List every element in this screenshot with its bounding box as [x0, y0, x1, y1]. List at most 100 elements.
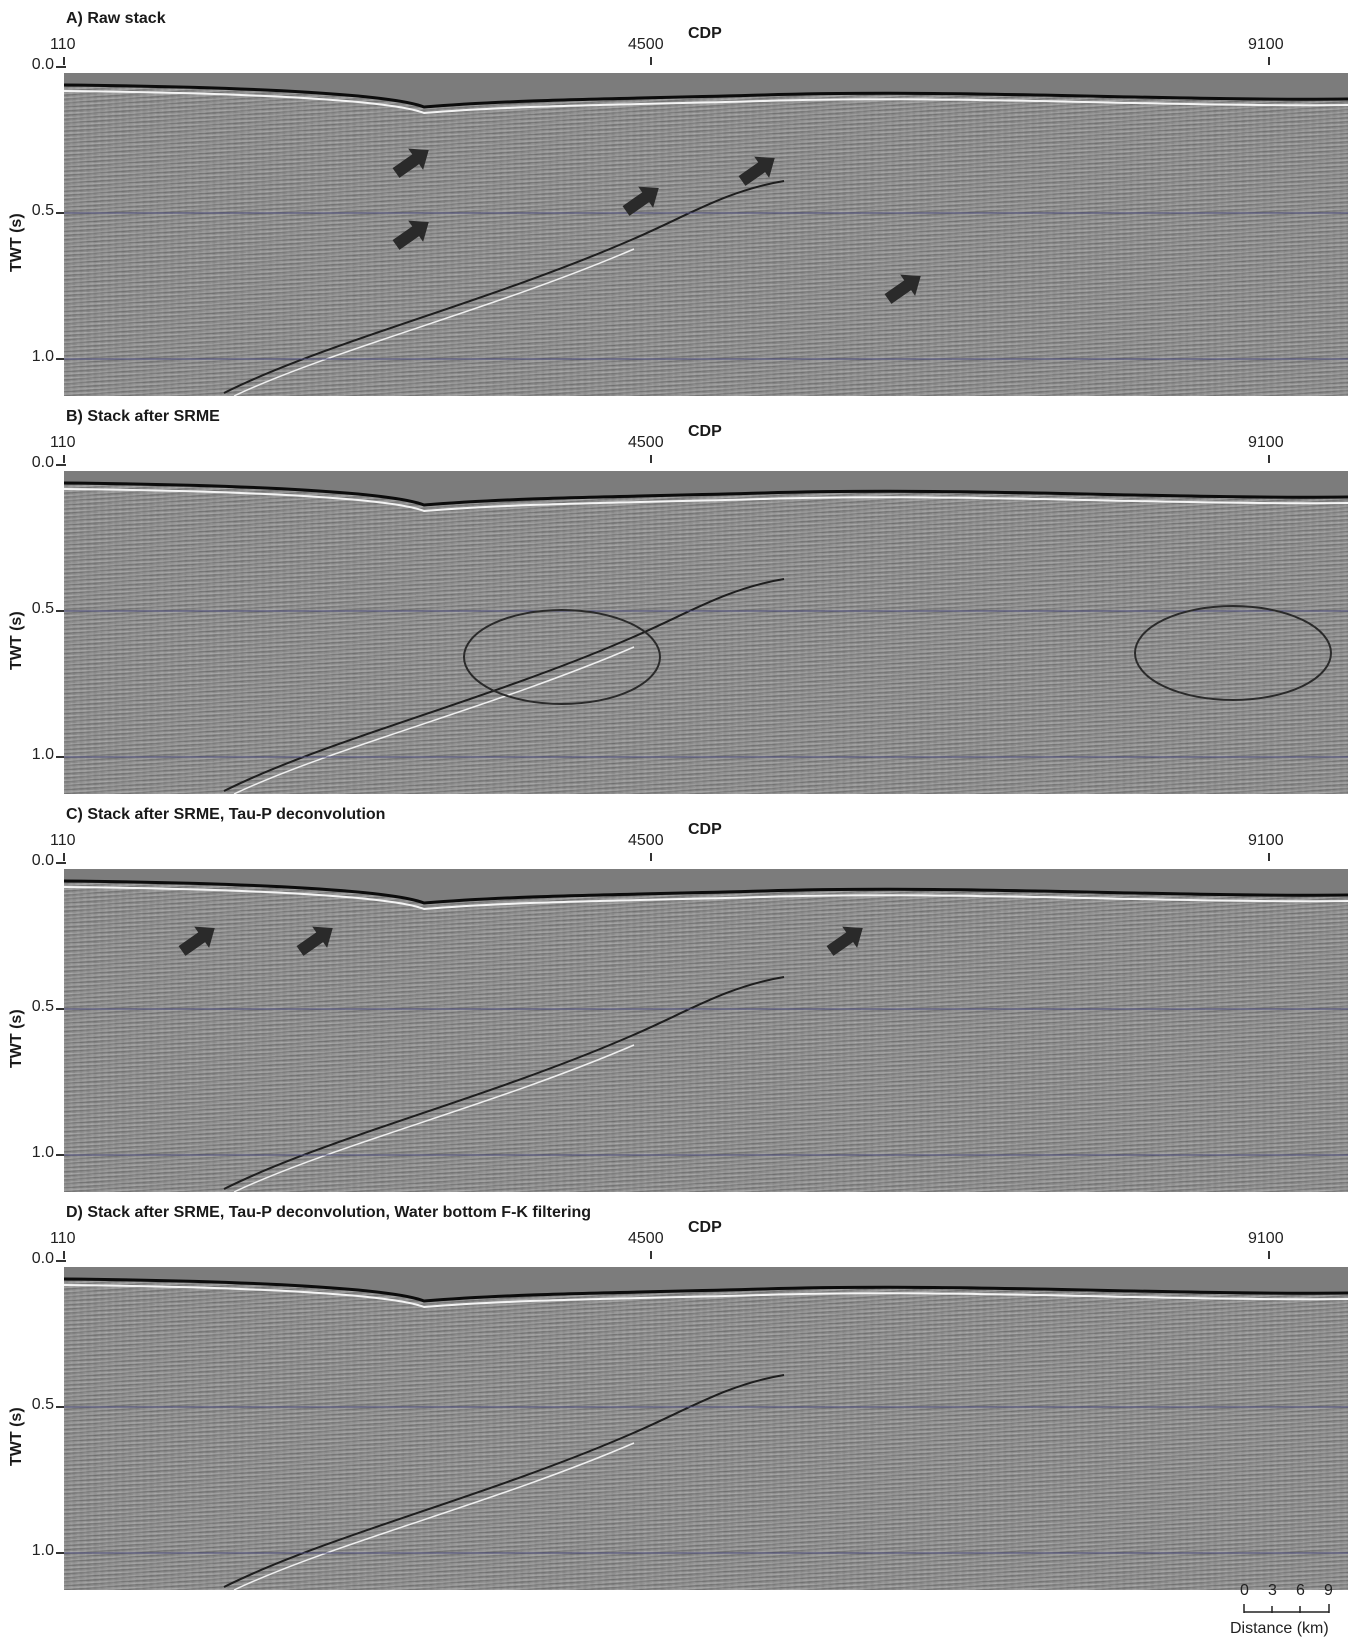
tick-mark — [56, 1008, 66, 1010]
seafloor-reflector — [64, 481, 1348, 507]
panel-title: C) Stack after SRME, Tau-P deconvolution — [66, 806, 386, 823]
tick-mark — [650, 1251, 652, 1259]
tick-mark — [63, 57, 65, 65]
tick-mark — [63, 455, 65, 463]
seabed-multiple — [233, 1044, 635, 1192]
seabed-multiple — [223, 578, 785, 792]
scale-value: 6 — [1296, 1582, 1305, 1599]
seismic-section — [64, 869, 1348, 1192]
annotation-arrow — [622, 186, 659, 216]
seafloor-reflector — [64, 1284, 1348, 1309]
scale-value: 0 — [1240, 1582, 1249, 1599]
seafloor-reflector — [64, 83, 1348, 109]
scale-ruler — [1243, 1604, 1330, 1613]
seismic-texture — [64, 869, 1348, 1192]
seismic-section — [64, 1267, 1348, 1590]
scale-label: Distance (km) — [1230, 1620, 1329, 1637]
seabed-multiple — [223, 180, 785, 394]
cdp-tick-label: 4500 — [628, 36, 664, 53]
seafloor-reflector — [64, 488, 1348, 513]
tick-mark — [650, 853, 652, 861]
seabed-multiple — [233, 1442, 635, 1590]
seabed-multiple — [223, 1374, 785, 1588]
cdp-tick-label: 9100 — [1248, 832, 1284, 849]
tick-mark — [650, 57, 652, 65]
twt-tick-label: 0.5 — [31, 1396, 54, 1413]
tick-mark — [56, 358, 66, 360]
seabed-multiple — [233, 646, 635, 794]
twt-tick-label: 0.5 — [31, 600, 54, 617]
annotation-arrow — [296, 926, 333, 956]
twt-tick-label: 0.0 — [31, 454, 54, 471]
annotation-arrow — [826, 926, 863, 956]
annotation-arrow — [392, 220, 429, 250]
y-axis-title: TWT (s) — [8, 213, 25, 272]
tick-mark — [1268, 1251, 1270, 1259]
x-axis-title: CDP — [688, 25, 722, 42]
tick-mark — [56, 1154, 66, 1156]
twt-tick-label: 0.0 — [31, 1250, 54, 1267]
seismic-overlay — [64, 1267, 1348, 1590]
seismic-overlay — [64, 73, 1348, 396]
cdp-tick-label: 4500 — [628, 832, 664, 849]
seafloor-reflector — [64, 879, 1348, 905]
annotation-arrow — [884, 274, 921, 304]
annotation-arrow — [392, 148, 429, 178]
seismic-overlay — [64, 869, 1348, 1192]
panel-title: B) Stack after SRME — [66, 408, 220, 425]
cdp-tick-label: 4500 — [628, 434, 664, 451]
tick-mark — [56, 212, 66, 214]
twt-tick-label: 1.0 — [31, 1542, 54, 1559]
tick-mark — [650, 455, 652, 463]
seismic-overlay — [64, 471, 1348, 794]
seismic-texture — [64, 1267, 1348, 1590]
tick-mark — [1268, 455, 1270, 463]
x-axis-title: CDP — [688, 821, 722, 838]
annotation-ellipse — [1134, 605, 1332, 701]
panel-c: C) Stack after SRME, Tau-P deconvolution… — [0, 806, 1348, 1206]
y-axis-title: TWT (s) — [8, 611, 25, 670]
tick-mark — [1268, 853, 1270, 861]
twt-tick-label: 1.0 — [31, 348, 54, 365]
tick-mark — [56, 1260, 66, 1262]
annotation-arrow — [738, 156, 775, 186]
seismic-section — [64, 73, 1348, 396]
scale-value: 3 — [1268, 1582, 1277, 1599]
seabed-multiple — [233, 248, 635, 396]
cdp-tick-label: 9100 — [1248, 36, 1284, 53]
annotation-arrow — [178, 926, 215, 956]
twt-tick-label: 1.0 — [31, 746, 54, 763]
tick-mark — [63, 853, 65, 861]
seismic-texture — [64, 73, 1348, 396]
twt-tick-label: 0.0 — [31, 852, 54, 869]
tick-mark — [56, 756, 66, 758]
twt-tick-label: 0.5 — [31, 202, 54, 219]
seismic-section — [64, 471, 1348, 794]
cdp-tick-label: 9100 — [1248, 1230, 1284, 1247]
seismic-texture — [64, 471, 1348, 794]
panel-d: D) Stack after SRME, Tau-P deconvolution… — [0, 1204, 1348, 1604]
cdp-tick-label: 110 — [50, 434, 76, 451]
cdp-tick-label: 4500 — [628, 1230, 664, 1247]
seafloor-reflector — [64, 886, 1348, 911]
tick-mark — [1268, 57, 1270, 65]
tick-mark — [56, 1552, 66, 1554]
distance-scale-bar: 0 3 6 9 Distance (km) — [1230, 1582, 1348, 1642]
tick-mark — [56, 464, 66, 466]
annotation-ellipse — [463, 609, 661, 705]
y-axis-title: TWT (s) — [8, 1009, 25, 1068]
seabed-multiple — [223, 976, 785, 1190]
seafloor-reflector — [64, 90, 1348, 115]
tick-mark — [63, 1251, 65, 1259]
y-axis-title: TWT (s) — [8, 1407, 25, 1466]
cdp-tick-label: 110 — [50, 36, 76, 53]
cdp-tick-label: 110 — [50, 1230, 76, 1247]
cdp-tick-label: 110 — [50, 832, 76, 849]
seafloor-reflector — [64, 1277, 1348, 1303]
panel-title: A) Raw stack — [66, 10, 166, 27]
panel-a: A) Raw stack CDP 110 4500 9100 0.0 0.5 1… — [0, 10, 1348, 410]
x-axis-title: CDP — [688, 423, 722, 440]
scale-value: 9 — [1324, 1582, 1333, 1599]
tick-mark — [56, 66, 66, 68]
panel-b: B) Stack after SRME CDP 110 4500 9100 0.… — [0, 408, 1348, 808]
